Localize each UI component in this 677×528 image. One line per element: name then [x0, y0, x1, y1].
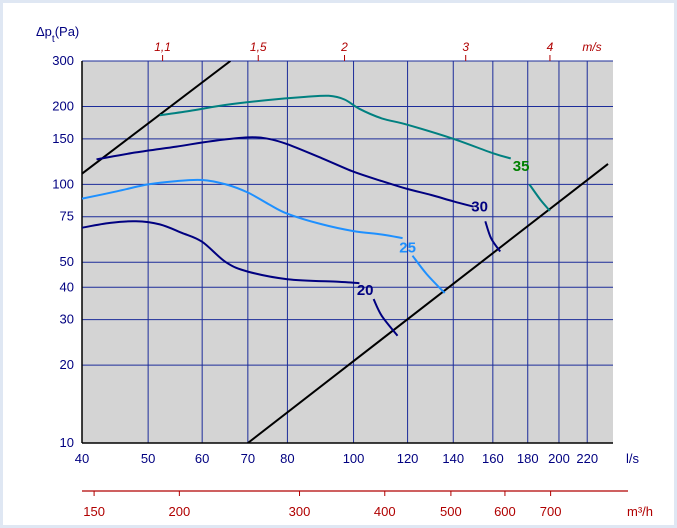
- y-tick-label: 300: [52, 53, 74, 68]
- curve-tail-35: [528, 183, 551, 212]
- x-tick-label: 80: [280, 451, 294, 466]
- flow-tick-label: 400: [374, 504, 396, 519]
- x-tick-label: 120: [397, 451, 419, 466]
- limit-line: [247, 163, 609, 443]
- flow-tick-label: 700: [540, 504, 562, 519]
- x-tick-label: 160: [482, 451, 504, 466]
- flow-tick-label: 300: [289, 504, 311, 519]
- y-tick-label: 150: [52, 131, 74, 146]
- curve-label-35: 35: [513, 158, 530, 175]
- curve-tail-20: [372, 298, 399, 337]
- velocity-tick-label: 3: [462, 40, 469, 54]
- curve-20: [82, 220, 360, 285]
- velocity-tick-label: 4: [547, 40, 554, 54]
- x-tick-label: 180: [517, 451, 539, 466]
- flow-tick-label: 600: [494, 504, 516, 519]
- x-tick-label: 40: [75, 451, 89, 466]
- curve-label-25: 25: [399, 240, 416, 257]
- y-tick-label: 20: [60, 357, 74, 372]
- curve-label-30: 30: [471, 199, 488, 216]
- limit-line: [82, 61, 232, 175]
- y-tick-label: 200: [52, 99, 74, 114]
- velocity-unit-label: m/s: [582, 40, 601, 54]
- curve-tail-25: [411, 255, 446, 294]
- x-tick-label: 70: [241, 451, 255, 466]
- x-tick-label: 200: [548, 451, 570, 466]
- y-axis-label: Δpt(Pa): [36, 24, 79, 45]
- flow-unit-label: m³/h: [627, 504, 653, 519]
- velocity-tick-label: 1,1: [154, 40, 171, 54]
- curve-30: [96, 136, 474, 208]
- curve-tail-30: [484, 220, 502, 253]
- curve-35: [159, 94, 512, 160]
- x-unit-label: l/s: [626, 451, 640, 466]
- y-tick-label: 30: [60, 312, 74, 327]
- flow-tick-label: 500: [440, 504, 462, 519]
- y-tick-label: 100: [52, 176, 74, 191]
- x-tick-label: 60: [195, 451, 209, 466]
- curve-25: [82, 178, 403, 240]
- flow-tick-label: 150: [83, 504, 105, 519]
- y-tick-label: 10: [60, 435, 74, 450]
- velocity-tick-label: 2: [340, 40, 348, 54]
- x-tick-label: 100: [343, 451, 365, 466]
- plot-area: [82, 61, 613, 443]
- velocity-tick-label: 1,5: [250, 40, 267, 54]
- flow-tick-label: 200: [169, 504, 191, 519]
- x-tick-label: 220: [576, 451, 598, 466]
- x-tick-label: 140: [442, 451, 464, 466]
- x-tick-label: 50: [141, 451, 155, 466]
- curve-label-20: 20: [357, 282, 374, 299]
- plot-content: [82, 61, 609, 443]
- y-tick-label: 75: [60, 209, 74, 224]
- y-tick-label: 50: [60, 254, 74, 269]
- y-tick-label: 40: [60, 279, 74, 294]
